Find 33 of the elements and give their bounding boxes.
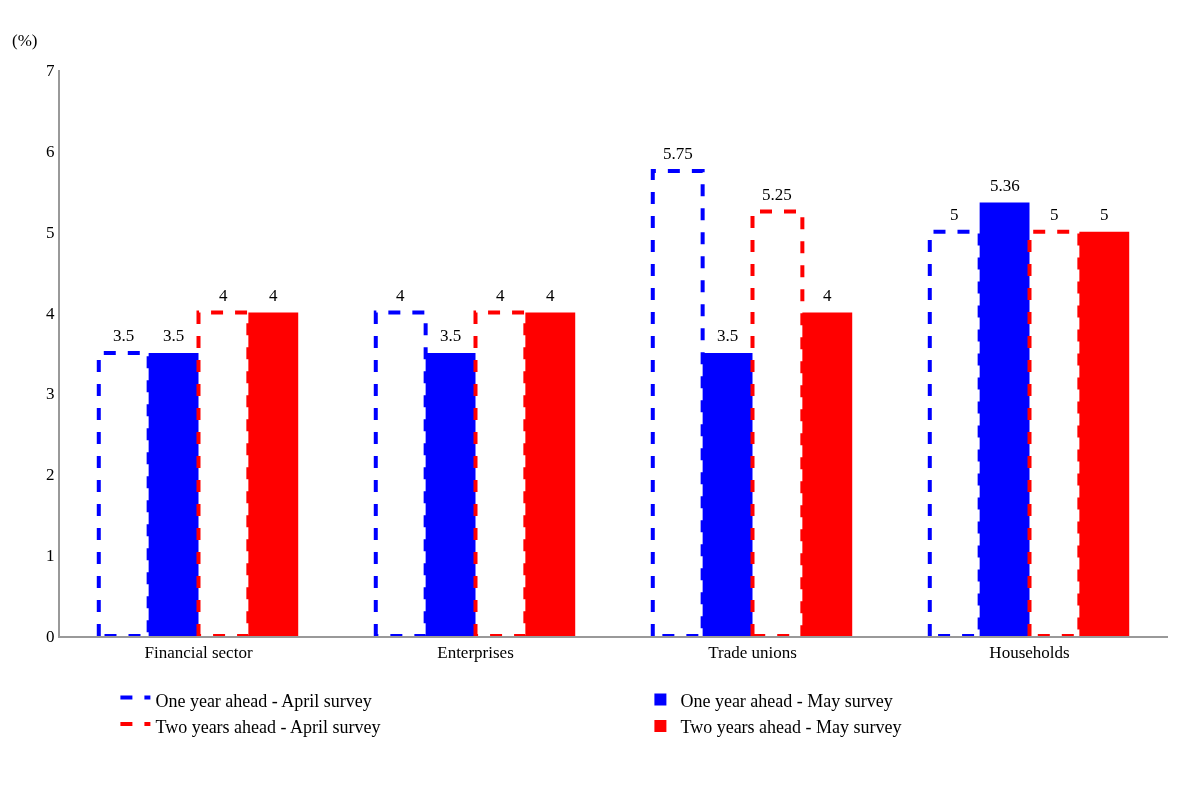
y-tick-label: 3 bbox=[46, 384, 55, 404]
data-label: 4 bbox=[823, 286, 832, 305]
data-label: 5 bbox=[1050, 205, 1059, 224]
legend-label: Two years ahead - April survey bbox=[155, 716, 381, 737]
data-label: 5 bbox=[1100, 205, 1109, 224]
data-label: 5 bbox=[950, 205, 959, 224]
y-tick-label: 2 bbox=[46, 465, 55, 485]
data-label: 4 bbox=[496, 286, 505, 305]
legend-label: One year ahead - April survey bbox=[155, 690, 372, 711]
data-label: 4 bbox=[396, 286, 405, 305]
y-tick-label: 6 bbox=[46, 141, 55, 161]
data-label: 5.75 bbox=[663, 144, 693, 163]
data-label: 4 bbox=[269, 286, 278, 305]
x-tick-label: Financial sector bbox=[144, 643, 253, 663]
legend-label: One year ahead - May survey bbox=[680, 690, 893, 711]
data-label: 5.36 bbox=[990, 176, 1020, 195]
x-tick-label: Enterprises bbox=[437, 643, 514, 663]
y-tick-label: 1 bbox=[46, 546, 55, 566]
data-label: 4 bbox=[219, 286, 228, 305]
data-label: 5.25 bbox=[762, 185, 792, 204]
data-label: 4 bbox=[546, 286, 555, 305]
data-label: 3.5 bbox=[113, 326, 135, 345]
y-axis-title: (%) bbox=[12, 31, 38, 50]
y-tick-label: 4 bbox=[46, 303, 56, 323]
y-tick-label: 7 bbox=[46, 60, 56, 80]
y-tick-label: 5 bbox=[46, 222, 55, 242]
data-label: 3.5 bbox=[163, 326, 185, 345]
x-tick-label: Trade unions bbox=[708, 643, 797, 663]
legend-label: Two years ahead - May survey bbox=[680, 716, 902, 737]
data-label: 3.5 bbox=[440, 326, 462, 345]
x-tick-label: Households bbox=[989, 643, 1070, 663]
y-tick-label: 0 bbox=[46, 626, 55, 646]
data-label: 3.5 bbox=[717, 326, 739, 345]
